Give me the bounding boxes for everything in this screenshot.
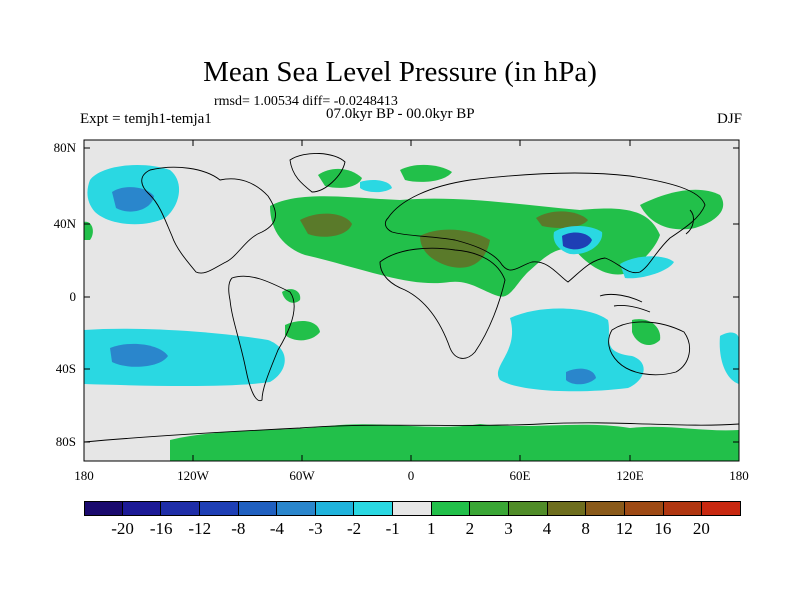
colorbar-label: -3 — [308, 519, 323, 538]
positive-anomaly-south-atlantic — [285, 320, 320, 341]
lon-label-60w: 60W — [289, 468, 315, 483]
colorbar-label: 16 — [654, 519, 672, 538]
colorbar-swatch — [84, 501, 123, 515]
colorbar-label: 20 — [692, 519, 710, 538]
strong-positive-arabia — [536, 211, 588, 228]
colorbar-label: 2 — [465, 519, 475, 538]
lon-label-0: 0 — [407, 468, 415, 483]
colorbar-swatch — [238, 501, 278, 515]
field-background — [84, 140, 739, 461]
colorbar-swatch — [199, 501, 239, 515]
positive-anomaly-greenland-east — [318, 168, 362, 188]
period-text: 07.0kyr BP - 00.0kyr BP — [326, 106, 475, 122]
colorbar-label: -12 — [188, 519, 212, 538]
colorbar-label: -2 — [347, 519, 362, 538]
axis-ticks — [83, 140, 740, 461]
strong-negative-tibet — [562, 232, 592, 250]
colorbar-label: 3 — [504, 519, 513, 538]
strong-positive-atlantic — [300, 213, 352, 237]
colorbar-swatch — [431, 501, 471, 515]
lon-label-60e: 60E — [509, 468, 531, 483]
colorbar-swatch — [161, 501, 200, 515]
positive-anomaly-north-atlantic — [400, 164, 452, 182]
lon-label-180-west: 180 — [74, 468, 94, 483]
strong-positive-africa — [420, 229, 490, 268]
colorbar-swatch — [547, 501, 587, 515]
colorbar-swatch — [624, 501, 664, 515]
coast-africa — [379, 247, 506, 359]
colorbar-swatch — [470, 501, 510, 515]
positive-anomaly-south-america — [282, 289, 301, 303]
colorbar-label: 1 — [427, 519, 436, 538]
negative-anomaly-south-pacific — [84, 328, 285, 386]
negative-anomaly-arctic — [360, 180, 392, 193]
colorbar — [84, 501, 740, 515]
positive-anomaly-antarctica — [170, 424, 739, 461]
colorbar-swatch — [586, 501, 625, 515]
colorbar-label: -16 — [149, 519, 173, 538]
coast-australia — [608, 321, 691, 376]
stats-text: rmsd= 1.00534 diff= -0.0248413 — [214, 94, 398, 109]
lat-label-40n: 40N — [53, 216, 76, 231]
experiment-label: Expt = temjh1-temja1 — [80, 111, 212, 127]
map-field — [84, 140, 739, 461]
coast-north-america — [141, 166, 276, 274]
negative-anomaly-indian-ocean — [497, 308, 644, 392]
colorbar-swatch — [393, 501, 432, 515]
colorbar-swatch — [663, 501, 703, 515]
lat-label-80s: 80S — [55, 434, 76, 449]
colorbar-swatch — [122, 501, 162, 515]
strong-negative-north-pacific — [112, 187, 154, 212]
coast-japan — [685, 209, 694, 235]
colorbar-label: 12 — [615, 519, 633, 538]
colorbar-swatch — [509, 501, 548, 515]
map-title: Mean Sea Level Pressure (in hPa) — [203, 56, 597, 88]
positive-anomaly-east-pacific — [84, 221, 93, 240]
lon-label-120e: 120E — [616, 468, 644, 483]
coast-indonesia — [599, 293, 651, 313]
colorbar-label: -4 — [269, 519, 285, 538]
coast-eurasia — [384, 172, 706, 283]
colorbar-label: 8 — [581, 519, 590, 538]
positive-anomaly-sw-pacific — [632, 319, 661, 346]
coast-antarctica — [84, 422, 739, 443]
coastlines — [84, 153, 739, 443]
colorbar-swatch — [354, 501, 394, 515]
season-label: DJF — [716, 111, 742, 127]
colorbar-label: -8 — [231, 519, 246, 538]
lat-label-0: 0 — [69, 289, 77, 304]
lat-label-40s: 40S — [55, 361, 76, 376]
lon-label-120w: 120W — [177, 468, 209, 483]
lat-label-80n: 80N — [53, 140, 76, 155]
colorbar-label: -20 — [111, 519, 134, 538]
colorbar-swatch — [702, 501, 740, 515]
coast-greenland — [289, 153, 346, 193]
strong-negative-indian-ocean — [566, 368, 596, 385]
colorbar-swatch — [277, 501, 316, 515]
strong-negative-south-pacific — [110, 343, 168, 367]
lon-label-180-east: 180 — [729, 468, 749, 483]
coast-south-america — [228, 275, 295, 402]
colorbar-label: 4 — [542, 519, 552, 538]
colorbar-swatch — [315, 501, 355, 515]
colorbar-label: -1 — [385, 519, 400, 538]
negative-anomaly-east-australia — [719, 332, 739, 384]
